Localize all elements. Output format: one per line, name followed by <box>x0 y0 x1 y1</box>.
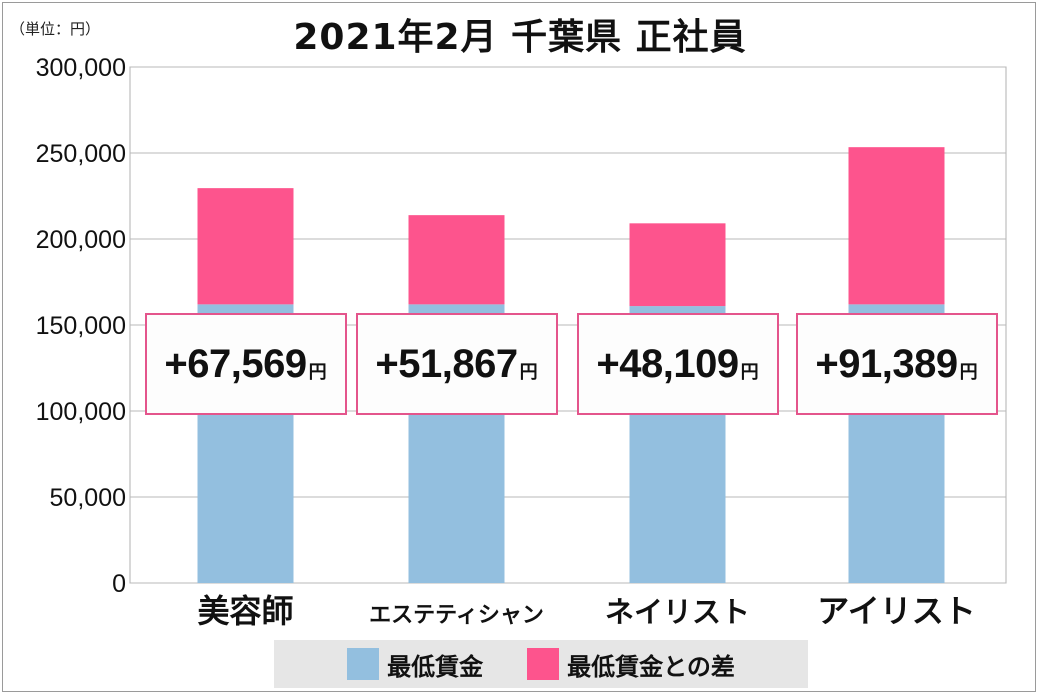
bar-difference <box>408 215 505 305</box>
x-category-label: 美容師 <box>197 592 293 630</box>
legend-swatch-blue <box>347 648 380 680</box>
difference-label-box: +91,389 円 <box>795 313 998 415</box>
difference-unit: 円 <box>959 362 978 383</box>
difference-label-box: +48,109 円 <box>576 313 779 415</box>
difference-value: +48,109 <box>596 341 739 386</box>
legend-swatch-pink <box>527 648 560 680</box>
y-tick-label: 100,000 <box>36 398 126 426</box>
difference-value: +67,569 <box>164 341 307 386</box>
y-tick-label: 0 <box>112 570 126 598</box>
difference-unit: 円 <box>308 362 327 383</box>
y-axis-ticks: 300,000 250,000 200,000 150,000 100,000 50,00… <box>36 54 126 598</box>
legend-item-minimum-wage: 最低賃金 <box>347 647 483 682</box>
difference-unit: 円 <box>519 362 538 383</box>
legend-label: 最低賃金 <box>387 652 484 681</box>
difference-unit: 円 <box>740 362 759 383</box>
unit-label: （単位：円） <box>10 20 101 38</box>
y-tick-label: 150,000 <box>36 312 126 340</box>
bar-difference <box>197 188 294 305</box>
x-category-label: エステティシャン <box>369 603 544 628</box>
x-category-label: ネイリスト <box>605 595 750 629</box>
difference-label-box: +51,867 円 <box>355 313 558 415</box>
y-tick-label: 250,000 <box>36 140 126 168</box>
legend-item-difference: 最低賃金との差 <box>527 647 735 682</box>
bar-difference <box>848 147 945 305</box>
y-tick-label: 300,000 <box>36 54 126 82</box>
difference-value: +51,867 <box>375 341 518 386</box>
category-labels: 美容師 エステティシャン ネイリスト アイリスト <box>197 592 975 630</box>
difference-value: +91,389 <box>815 341 958 386</box>
bar-difference <box>629 223 726 307</box>
x-category-label: アイリスト <box>817 592 975 630</box>
y-tick-label: 200,000 <box>36 226 126 254</box>
legend-label: 最低賃金との差 <box>567 652 735 681</box>
chart-title: 2021年2月 千葉県 正社員 <box>293 17 747 58</box>
legend: 最低賃金 最低賃金との差 <box>274 640 808 688</box>
difference-label-box: +67,569 円 <box>144 313 347 415</box>
y-tick-label: 50,000 <box>50 484 126 512</box>
